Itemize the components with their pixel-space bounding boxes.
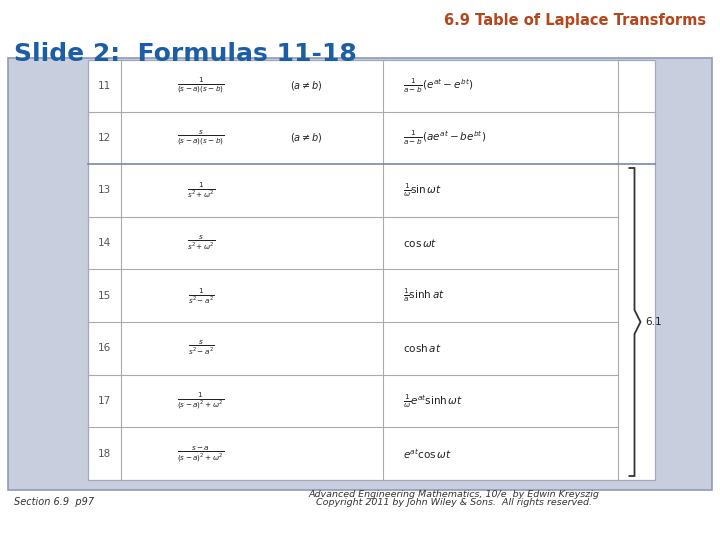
Text: 18: 18 [98, 449, 111, 458]
Bar [8, 58, 712, 490]
Bar [88, 60, 655, 480]
Text: 6.1: 6.1 [646, 317, 662, 327]
Text: $\frac{1}{s^2+\omega^2}$: $\frac{1}{s^2+\omega^2}$ [186, 180, 215, 200]
Text: Slide 2:  Formulas 11-18: Slide 2: Formulas 11-18 [14, 42, 356, 66]
Text: 12: 12 [98, 133, 111, 143]
Text: $\frac{1}{a-b}(e^{at}-e^{bt})$: $\frac{1}{a-b}(e^{at}-e^{bt})$ [403, 77, 473, 95]
Text: $\frac{1}{s^2-a^2}$: $\frac{1}{s^2-a^2}$ [188, 286, 215, 306]
Text: 17: 17 [98, 396, 111, 406]
Text: 14: 14 [98, 238, 111, 248]
Text: $(a \neq b)$: $(a \neq b)$ [289, 132, 323, 145]
Text: $\cos\omega t$: $\cos\omega t$ [403, 237, 437, 249]
Text: 6.9 Table of Laplace Transforms: 6.9 Table of Laplace Transforms [444, 13, 706, 28]
Text: $\frac{1}{a}\sinh at$: $\frac{1}{a}\sinh at$ [403, 287, 445, 304]
Text: $\frac{s}{(s-a)(s-b)}$: $\frac{s}{(s-a)(s-b)}$ [177, 129, 225, 147]
Text: Section 6.9  p97: Section 6.9 p97 [14, 497, 94, 507]
Text: $\frac{1}{a-b}(ae^{at}-be^{bt})$: $\frac{1}{a-b}(ae^{at}-be^{bt})$ [403, 129, 486, 147]
Text: $\frac{1}{\omega}\sin\omega t$: $\frac{1}{\omega}\sin\omega t$ [403, 182, 442, 199]
Text: 15: 15 [98, 291, 111, 301]
Text: Advanced Engineering Mathematics, 10/e  by Edwin Kreyszig: Advanced Engineering Mathematics, 10/e b… [309, 490, 600, 499]
Text: $\frac{1}{\omega}e^{at}\sinh\omega t$: $\frac{1}{\omega}e^{at}\sinh\omega t$ [403, 393, 463, 409]
Text: 11: 11 [98, 81, 111, 91]
Text: $e^{at}\cos\omega t$: $e^{at}\cos\omega t$ [403, 447, 451, 461]
Text: $\frac{s-a}{(s-a)^2+\omega^2}$: $\frac{s-a}{(s-a)^2+\omega^2}$ [177, 444, 225, 464]
Text: 16: 16 [98, 343, 111, 353]
Text: $\frac{s}{s^2-a^2}$: $\frac{s}{s^2-a^2}$ [188, 339, 215, 357]
Text: $\frac{s}{s^2+\omega^2}$: $\frac{s}{s^2+\omega^2}$ [186, 234, 215, 252]
Text: $\frac{1}{(s-a)(s-b)}$: $\frac{1}{(s-a)(s-b)}$ [177, 76, 225, 96]
Text: $(a \neq b)$: $(a \neq b)$ [289, 79, 323, 92]
Text: $\frac{1}{(s-a)^2+\omega^2}$: $\frac{1}{(s-a)^2+\omega^2}$ [177, 390, 225, 411]
Text: Copyright 2011 by John Wiley & Sons.  All rights reserved.: Copyright 2011 by John Wiley & Sons. All… [316, 498, 592, 507]
Text: 13: 13 [98, 185, 111, 195]
Text: $\cosh at$: $\cosh at$ [403, 342, 441, 354]
